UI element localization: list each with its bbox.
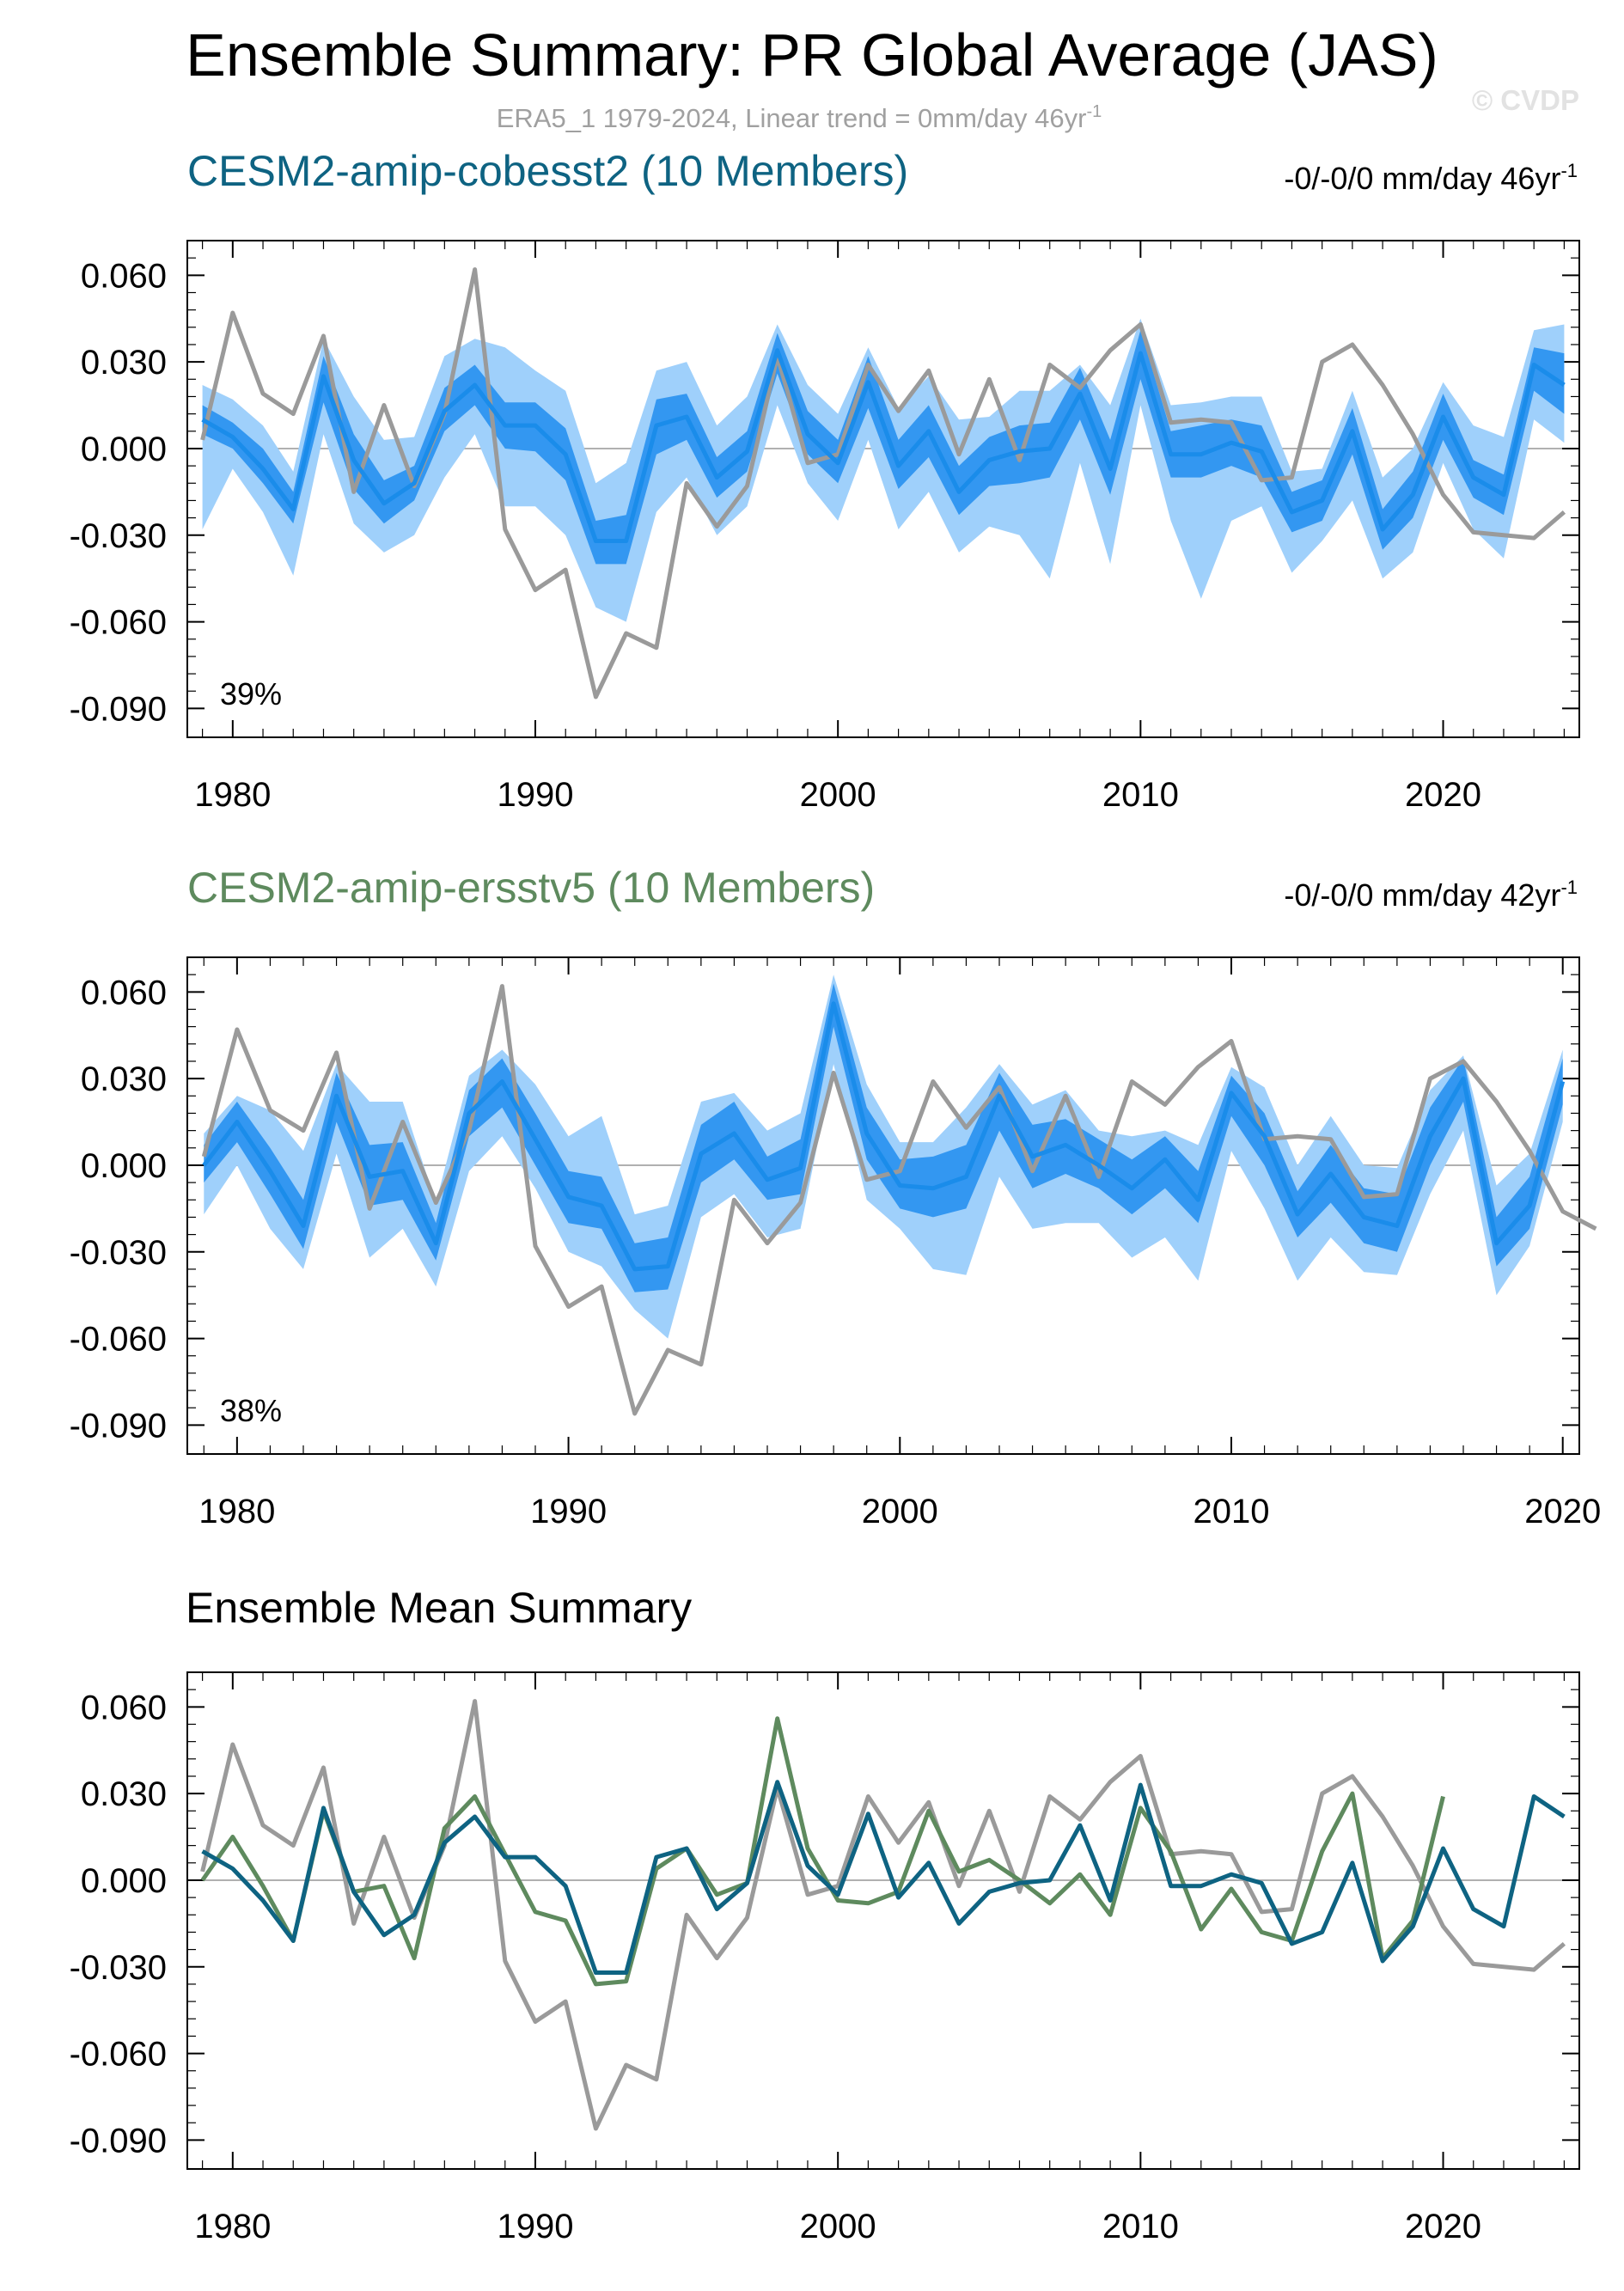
obs-line xyxy=(200,1699,1566,2131)
y-tick-label: 0.030 xyxy=(81,1060,167,1098)
y-tick-label: 0.030 xyxy=(81,1775,167,1813)
panel-ersstv5-trend-sup: -1 xyxy=(1560,877,1578,898)
panel-cobesst2-percent: 39% xyxy=(220,676,282,712)
y-tick-label: -0.030 xyxy=(70,1949,167,1987)
obs-line xyxy=(201,984,1597,1416)
y-tick-label: -0.030 xyxy=(70,1234,167,1272)
panel-cobesst2-trend: -0/-0/0 mm/day 46yr-1 xyxy=(1284,160,1578,196)
x-tick-label: 1980 xyxy=(194,2208,271,2245)
y-tick-label: 0.060 xyxy=(81,1689,167,1726)
x-tick-label: 1980 xyxy=(198,1493,275,1530)
panel-ensemble-mean-plot: 0.060 0.030 0.000 -0.030 -0.060 -0.090 1980 199… xyxy=(70,1671,1580,2245)
x-tick-label: 2020 xyxy=(1405,2208,1481,2245)
y-tick-label: 0.000 xyxy=(81,431,167,468)
x-tick-label: 2020 xyxy=(1405,776,1481,814)
x-tick-label: 2020 xyxy=(1524,1493,1601,1530)
x-tick-label: 1990 xyxy=(498,776,574,814)
panel-ersstv5-trend-text: -0/-0/0 mm/day 42yr xyxy=(1284,877,1560,913)
y-tick-label: 0.060 xyxy=(81,974,167,1011)
x-tick-label: 2000 xyxy=(862,1493,938,1530)
x-tick-label: 1990 xyxy=(498,2208,574,2245)
y-tick-label: -0.060 xyxy=(70,2036,167,2074)
y-tick-label: 0.060 xyxy=(81,257,167,295)
x-tick-label: 2000 xyxy=(800,2208,876,2245)
ensemble-mean-line xyxy=(201,348,1566,543)
panel-ersstv5: CESM2-amip-ersstv5 (10 Members) -0/-0/0 … xyxy=(70,864,1602,1530)
y-tick-label: 0.000 xyxy=(81,1862,167,1900)
x-tick-label: 2000 xyxy=(800,776,876,814)
x-tick-label: 1980 xyxy=(194,776,271,814)
figure-subtitle: ERA5_1 1979-2024, Linear trend = 0mm/day… xyxy=(497,102,1102,133)
x-tick-label: 2010 xyxy=(1102,2208,1179,2245)
inner-range-band xyxy=(204,983,1563,1292)
outer-range-band xyxy=(202,318,1565,622)
plot-frame xyxy=(186,1671,1580,2170)
y-tick-label: -0.090 xyxy=(70,690,167,728)
panel-ersstv5-percent: 38% xyxy=(220,1393,282,1428)
panel-cobesst2-trend-text: -0/-0/0 mm/day 46yr xyxy=(1284,161,1560,196)
cvdp-watermark: © CVDP xyxy=(1472,84,1579,116)
y-tick-label: 0.030 xyxy=(81,344,167,382)
panel-cobesst2-plot: 0.060 0.030 0.000 -0.030 -0.060 -0.090 1980 199… xyxy=(70,240,1580,814)
figure-title: Ensemble Summary: PR Global Average (JAS… xyxy=(186,21,1438,89)
plot-frame xyxy=(186,240,1580,738)
panel-cobesst2-title: CESM2-amip-cobesst2 (10 Members) xyxy=(187,147,908,195)
panel-cobesst2: CESM2-amip-cobesst2 (10 Members) -0/-0/0… xyxy=(70,147,1580,814)
y-tick-label: 0.000 xyxy=(81,1147,167,1185)
x-tick-label: 2010 xyxy=(1194,1493,1270,1530)
cobesst2-mean-line xyxy=(201,1780,1566,1975)
panel-cobesst2-trend-sup: -1 xyxy=(1560,160,1578,181)
panel-ensemble-mean: Ensemble Mean Summary 0.060 0.030 0.000 -0.… xyxy=(70,1584,1580,2245)
figure-subtitle-text: ERA5_1 1979-2024, Linear trend = 0mm/day… xyxy=(497,103,1087,133)
x-tick-label: 2010 xyxy=(1102,776,1179,814)
y-tick-label: -0.060 xyxy=(70,604,167,642)
y-tick-label: -0.090 xyxy=(70,1407,167,1445)
inner-range-band xyxy=(202,330,1565,565)
plot-frame xyxy=(186,956,1580,1455)
y-tick-label: -0.030 xyxy=(70,517,167,555)
y-tick-label: -0.090 xyxy=(70,2122,167,2160)
figure-subtitle-sup: -1 xyxy=(1086,102,1102,121)
ensemble-mean-line xyxy=(202,1001,1566,1272)
panel-ersstv5-trend: -0/-0/0 mm/day 42yr-1 xyxy=(1284,877,1578,913)
panel-ersstv5-title: CESM2-amip-ersstv5 (10 Members) xyxy=(187,864,875,912)
panel-ersstv5-plot: 0.060 0.030 0.000 -0.030 -0.060 -0.090 1980 199… xyxy=(70,956,1601,1530)
ersstv5-mean-line xyxy=(200,1716,1445,1987)
x-tick-label: 1990 xyxy=(530,1493,607,1530)
y-tick-label: -0.060 xyxy=(70,1321,167,1359)
panel-ensemble-mean-title: Ensemble Mean Summary xyxy=(186,1584,692,1632)
